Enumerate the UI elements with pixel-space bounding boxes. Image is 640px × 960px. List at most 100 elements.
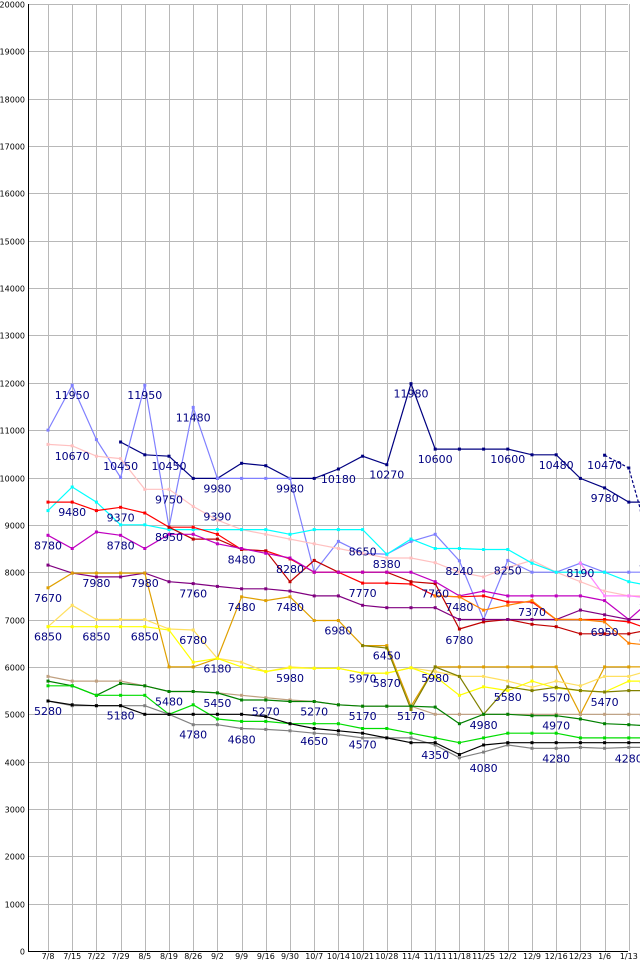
data-point [530, 741, 534, 745]
data-label: 6850 [82, 631, 110, 644]
data-label: 6950 [591, 626, 619, 639]
data-label: 8780 [107, 539, 135, 552]
data-point [336, 594, 340, 598]
data-label: 7370 [518, 606, 546, 619]
y-tick-label: 15000 [0, 238, 25, 247]
data-label: 10600 [490, 453, 525, 466]
data-point [119, 679, 123, 683]
data-point [578, 689, 582, 693]
data-label: 10670 [55, 450, 90, 463]
data-point [191, 628, 195, 632]
data-point [457, 753, 461, 756]
data-point [143, 571, 147, 575]
data-point [603, 674, 607, 678]
data-label: 5270 [300, 705, 328, 718]
data-point [191, 504, 195, 508]
x-tick-label: 1/6 [598, 952, 611, 960]
data-label: 5480 [155, 696, 183, 709]
data-point [119, 575, 123, 579]
data-point [94, 575, 98, 579]
x-tick-label: 11/11 [424, 952, 447, 960]
data-point [361, 704, 365, 708]
data-point [336, 722, 340, 726]
data-point [46, 428, 50, 432]
data-label: 4280 [615, 752, 640, 765]
x-tick-label: 1/13 [620, 952, 638, 960]
series-line [579, 562, 640, 598]
data-point [457, 693, 461, 697]
data-point [143, 704, 147, 708]
data-point [94, 454, 98, 458]
data-point [627, 712, 631, 716]
data-point [385, 570, 389, 574]
data-point [506, 741, 510, 745]
data-point [603, 486, 607, 490]
data-point [119, 704, 123, 708]
data-point [264, 549, 268, 553]
data-point [361, 644, 365, 648]
data-point [240, 660, 244, 664]
data-point [288, 589, 292, 593]
data-point [385, 704, 389, 708]
data-label: 4970 [542, 720, 570, 733]
data-label: 6850 [34, 631, 62, 644]
data-point [627, 632, 631, 636]
data-point [554, 453, 558, 457]
data-label: 6450 [373, 650, 401, 663]
data-point [603, 665, 607, 669]
data-point [336, 547, 340, 550]
data-point [336, 666, 340, 670]
data-point [264, 587, 268, 591]
data-point [603, 613, 607, 617]
data-point [603, 570, 607, 574]
data-point [554, 714, 558, 718]
data-point [506, 712, 510, 716]
data-label: 8250 [494, 564, 522, 577]
data-point [627, 500, 631, 504]
data-label: 4680 [228, 733, 256, 746]
data-point [627, 674, 631, 678]
data-point [191, 703, 195, 707]
data-point [240, 727, 244, 730]
data-point [215, 691, 219, 695]
data-point [361, 603, 365, 607]
x-tick-label: 9/16 [257, 952, 275, 960]
data-point [240, 698, 244, 702]
data-label: 4280 [542, 752, 570, 765]
data-point [385, 644, 389, 648]
data-point [482, 575, 486, 579]
data-point [361, 581, 365, 585]
data-point [264, 551, 268, 555]
data-point [215, 476, 219, 480]
data-point [627, 466, 631, 470]
data-label: 9370 [107, 511, 135, 524]
data-point [240, 476, 244, 480]
data-point [46, 563, 50, 567]
data-point [482, 594, 486, 598]
data-point [264, 727, 268, 731]
data-point [143, 693, 147, 697]
data-label: 6980 [324, 624, 352, 637]
data-point [191, 582, 195, 586]
data-point [70, 500, 74, 504]
data-label: 6780 [445, 634, 473, 647]
data-point [143, 684, 147, 688]
data-point [94, 704, 98, 708]
data-point [627, 618, 631, 621]
data-point [578, 618, 582, 621]
y-tick-label: 19000 [0, 48, 25, 57]
data-point [264, 670, 268, 674]
data-point [457, 756, 461, 760]
x-tick-label: 11/25 [472, 952, 495, 960]
data-point [264, 476, 268, 480]
data-point [312, 731, 316, 735]
data-point [506, 731, 510, 735]
data-point [336, 528, 340, 532]
series-line [47, 700, 640, 759]
data-point [482, 589, 486, 593]
data-label: 4980 [470, 719, 498, 732]
data-point [482, 618, 486, 621]
data-point [361, 570, 365, 574]
data-point [457, 627, 461, 631]
data-point [457, 618, 461, 621]
